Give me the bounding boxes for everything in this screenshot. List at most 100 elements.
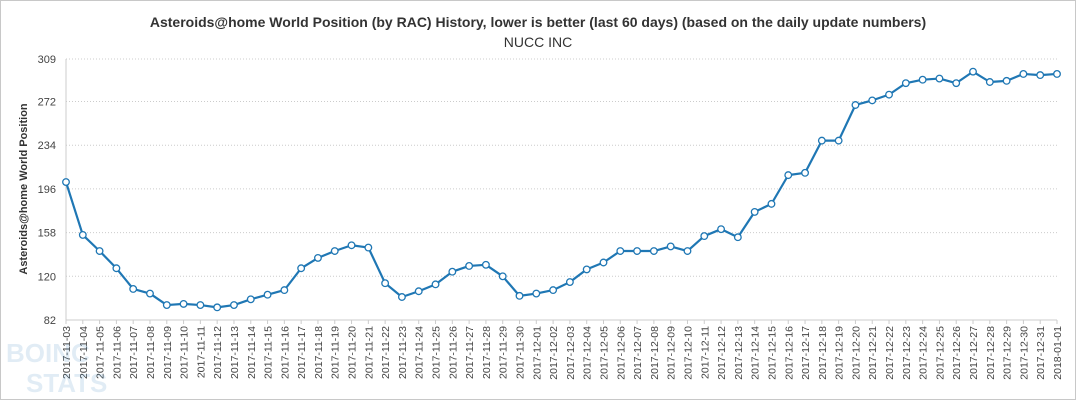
y-tick-labels: 82 120 158 196 234 272 309 [38,54,56,327]
x-tick-label: 2017-12-11 [699,326,711,379]
data-point[interactable] [767,199,776,208]
x-tick-label: 2017-12-31 [1035,326,1047,380]
data-point[interactable] [1002,76,1011,85]
data-point[interactable] [230,301,238,310]
data-point[interactable] [112,264,121,273]
x-tick-label: 2017-12-22 [884,326,896,380]
x-tick-label: 2017-11-16 [279,326,291,379]
data-point[interactable] [700,232,709,241]
data-point[interactable] [280,286,289,295]
data-point[interactable] [146,289,154,298]
data-point[interactable] [717,225,726,234]
data-point[interactable] [817,136,826,145]
gridlines [66,58,1057,321]
x-tick-label: 2018-01-01 [1052,326,1064,380]
data-point[interactable] [465,262,474,270]
x-tick-label: 2017-11-07 [128,326,140,379]
data-point[interactable] [851,101,860,109]
x-tick-label: 2017-12-05 [598,326,610,380]
data-point[interactable] [582,265,591,274]
data-point[interactable] [784,171,793,180]
data-point[interactable] [515,291,524,300]
data-point[interactable] [733,233,742,242]
data-point[interactable] [918,75,927,84]
y-tick-label: 158 [38,228,56,240]
svg-text:BOINC: BOINC [6,338,90,368]
x-tick-label: 2017-11-19 [330,326,342,379]
axes [65,59,1058,324]
data-point[interactable] [633,247,642,255]
data-point[interactable] [414,287,423,296]
data-point[interactable] [901,79,910,88]
data-point[interactable] [1053,69,1061,78]
data-point[interactable] [683,247,692,255]
x-tick-label: 2017-12-19 [834,326,846,380]
data-point[interactable] [532,289,541,298]
data-point[interactable] [263,290,272,299]
data-point[interactable] [129,285,138,293]
x-tick-label: 2017-11-27 [464,326,476,379]
x-tick-label: 2017-11-18 [313,326,325,379]
x-tick-label: 2017-12-12 [716,326,728,380]
data-point[interactable] [397,293,406,301]
data-point[interactable] [431,280,440,289]
data-point[interactable] [885,90,893,99]
x-tick-label: 2017-11-05 [95,326,107,379]
x-tick-label: 2017-11-26 [447,326,459,379]
data-point[interactable] [347,241,356,250]
data-point[interactable] [95,247,104,255]
data-point[interactable] [448,267,457,276]
x-tick-label: 2017-11-25 [431,326,443,379]
x-tick-label: 2017-12-18 [817,326,829,380]
x-tick-label: 2017-12-04 [582,326,594,380]
data-point[interactable] [969,67,977,76]
x-tick-label: 2017-12-01 [531,326,543,380]
x-tick-label: 2017-12-08 [649,326,661,380]
data-point[interactable] [834,136,843,145]
data-point[interactable] [549,286,558,295]
y-axis-label: Asteroids@home World Position [18,103,30,275]
data-point[interactable] [62,178,70,186]
x-tick-label: 2017-12-25 [934,326,946,380]
data-point[interactable] [78,230,87,239]
data-point[interactable] [381,279,390,288]
data-point[interactable] [297,264,306,273]
data-point[interactable] [481,260,490,269]
data-point[interactable] [599,258,608,267]
data-point[interactable] [649,247,658,255]
svg-text:STATS: STATS [26,368,107,396]
data-point[interactable] [666,242,675,251]
data-point[interactable] [868,96,877,105]
x-tick-label: 2017-12-28 [985,326,997,380]
data-point[interactable] [1036,71,1045,80]
data-point[interactable] [179,299,188,308]
data-point[interactable] [196,301,205,310]
x-tick-label: 2017-11-29 [498,326,510,379]
x-tick-label: 2017-12-06 [615,326,627,380]
x-tick-label: 2017-11-03 [61,326,73,379]
data-point[interactable] [162,301,171,310]
data-point[interactable] [498,272,507,281]
data-point[interactable] [935,74,944,83]
data-point[interactable] [246,295,255,304]
x-tick-label: 2017-11-30 [515,326,527,379]
x-tick-label: 2017-11-10 [179,326,191,379]
x-tick-label: 2017-11-21 [363,326,375,379]
x-tick-label: 2017-11-04 [78,326,90,379]
data-point[interactable] [750,207,759,216]
data-point[interactable] [801,168,810,177]
data-point[interactable] [213,303,222,312]
data-point[interactable] [330,247,339,255]
data-point[interactable] [313,253,322,262]
series-path [64,70,1058,309]
x-tick-label: 2017-11-22 [380,326,392,379]
x-tick-label: 2017-11-20 [347,326,359,379]
data-point[interactable] [985,78,994,86]
x-tick-label: 2017-12-20 [850,326,862,380]
data-point[interactable] [565,278,574,287]
x-tick-label: 2017-12-30 [1018,326,1030,380]
data-point[interactable] [364,243,373,252]
data-point[interactable] [1019,69,1028,78]
data-point[interactable] [952,79,961,88]
data-point[interactable] [616,247,625,255]
